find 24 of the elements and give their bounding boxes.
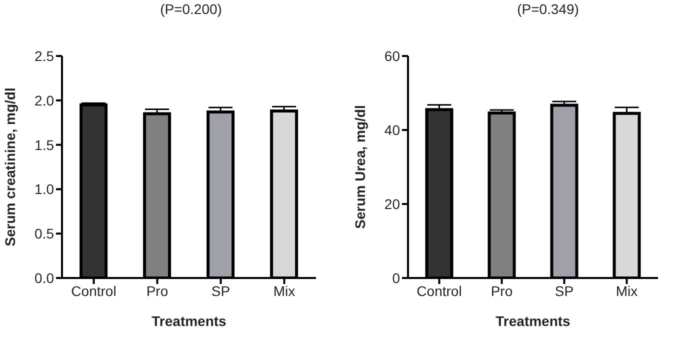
y-tick-label: 20: [384, 196, 400, 212]
y-tick-label: 0: [392, 270, 400, 286]
y-tick-label: 2.5: [34, 48, 54, 64]
x-axis-title: Treatments: [152, 313, 227, 329]
x-axis-title: Treatments: [496, 313, 571, 329]
y-tick-label: 0.5: [34, 226, 54, 242]
x-tick-label: SP: [554, 282, 574, 299]
x-tick-label: Mix: [616, 282, 638, 299]
x-tick-label: Pro: [490, 282, 513, 299]
x-tick-label: Pro: [146, 282, 168, 299]
x-tick-label: SP: [211, 282, 230, 299]
chart-title: (P=0.200): [159, 0, 223, 18]
y-tick-label: 2.0: [34, 92, 54, 108]
y-axis-title: Serum Urea, mg/dl: [352, 105, 368, 229]
y-axis-title: Serum creatinine, mg/dl: [2, 88, 18, 246]
x-tick-label: Control: [416, 282, 462, 299]
x-tick-label: Control: [71, 282, 116, 299]
y-tick-label: 40: [384, 122, 400, 138]
x-tick-label: Mix: [273, 282, 296, 299]
y-tick-label: 1.0: [34, 181, 54, 198]
y-tick-label: 60: [384, 48, 400, 64]
chart-title: (P=0.349): [516, 0, 580, 18]
y-tick-label: 0.0: [34, 270, 54, 286]
y-tick-label: 1.5: [34, 136, 54, 153]
